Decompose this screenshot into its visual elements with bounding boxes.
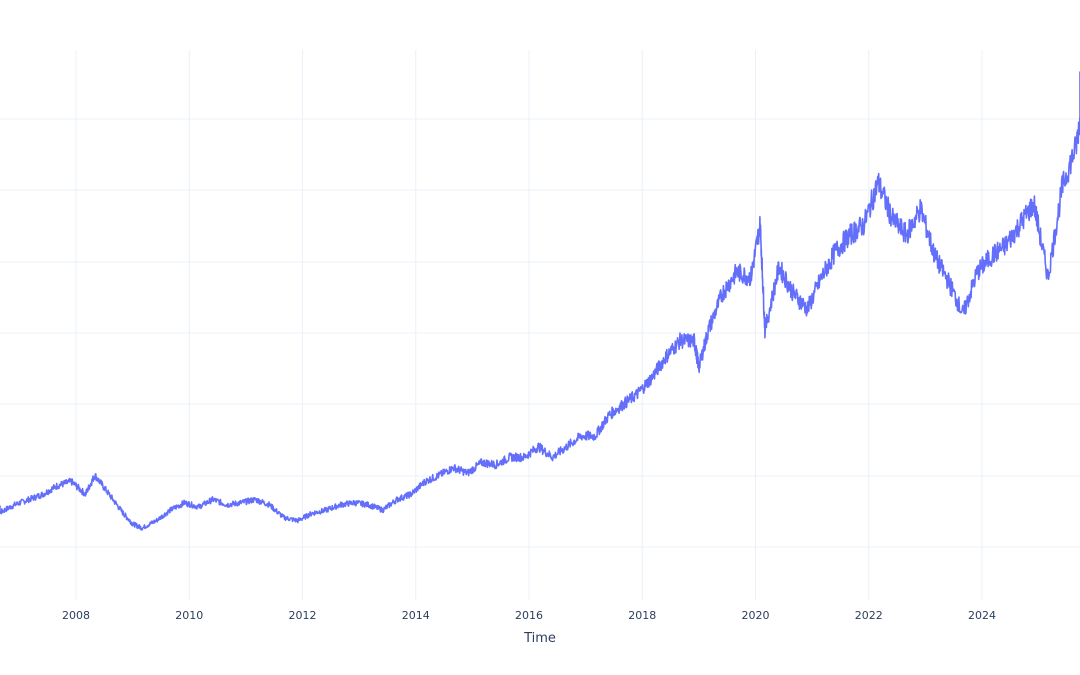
x-tick-labels: 2008 2010 2012 2014 2016 2018 2020 2022 2024 <box>62 609 996 622</box>
x-tick-label: 2012 <box>289 609 317 622</box>
x-gridlines <box>75 50 983 600</box>
series-group <box>0 71 1080 531</box>
x-tick-label: 2024 <box>968 609 996 622</box>
series-line <box>0 71 1080 531</box>
x-tick-label: 2020 <box>742 609 770 622</box>
y-gridlines <box>0 118 1080 548</box>
x-tick-label: 2022 <box>855 609 883 622</box>
x-tick-label: 2014 <box>402 609 430 622</box>
x-tick-label: 2010 <box>175 609 203 622</box>
x-tick-label: 2016 <box>515 609 543 622</box>
x-tick-label: 2008 <box>62 609 90 622</box>
x-tick-label: 2018 <box>628 609 656 622</box>
x-axis-title: Time <box>523 631 556 646</box>
